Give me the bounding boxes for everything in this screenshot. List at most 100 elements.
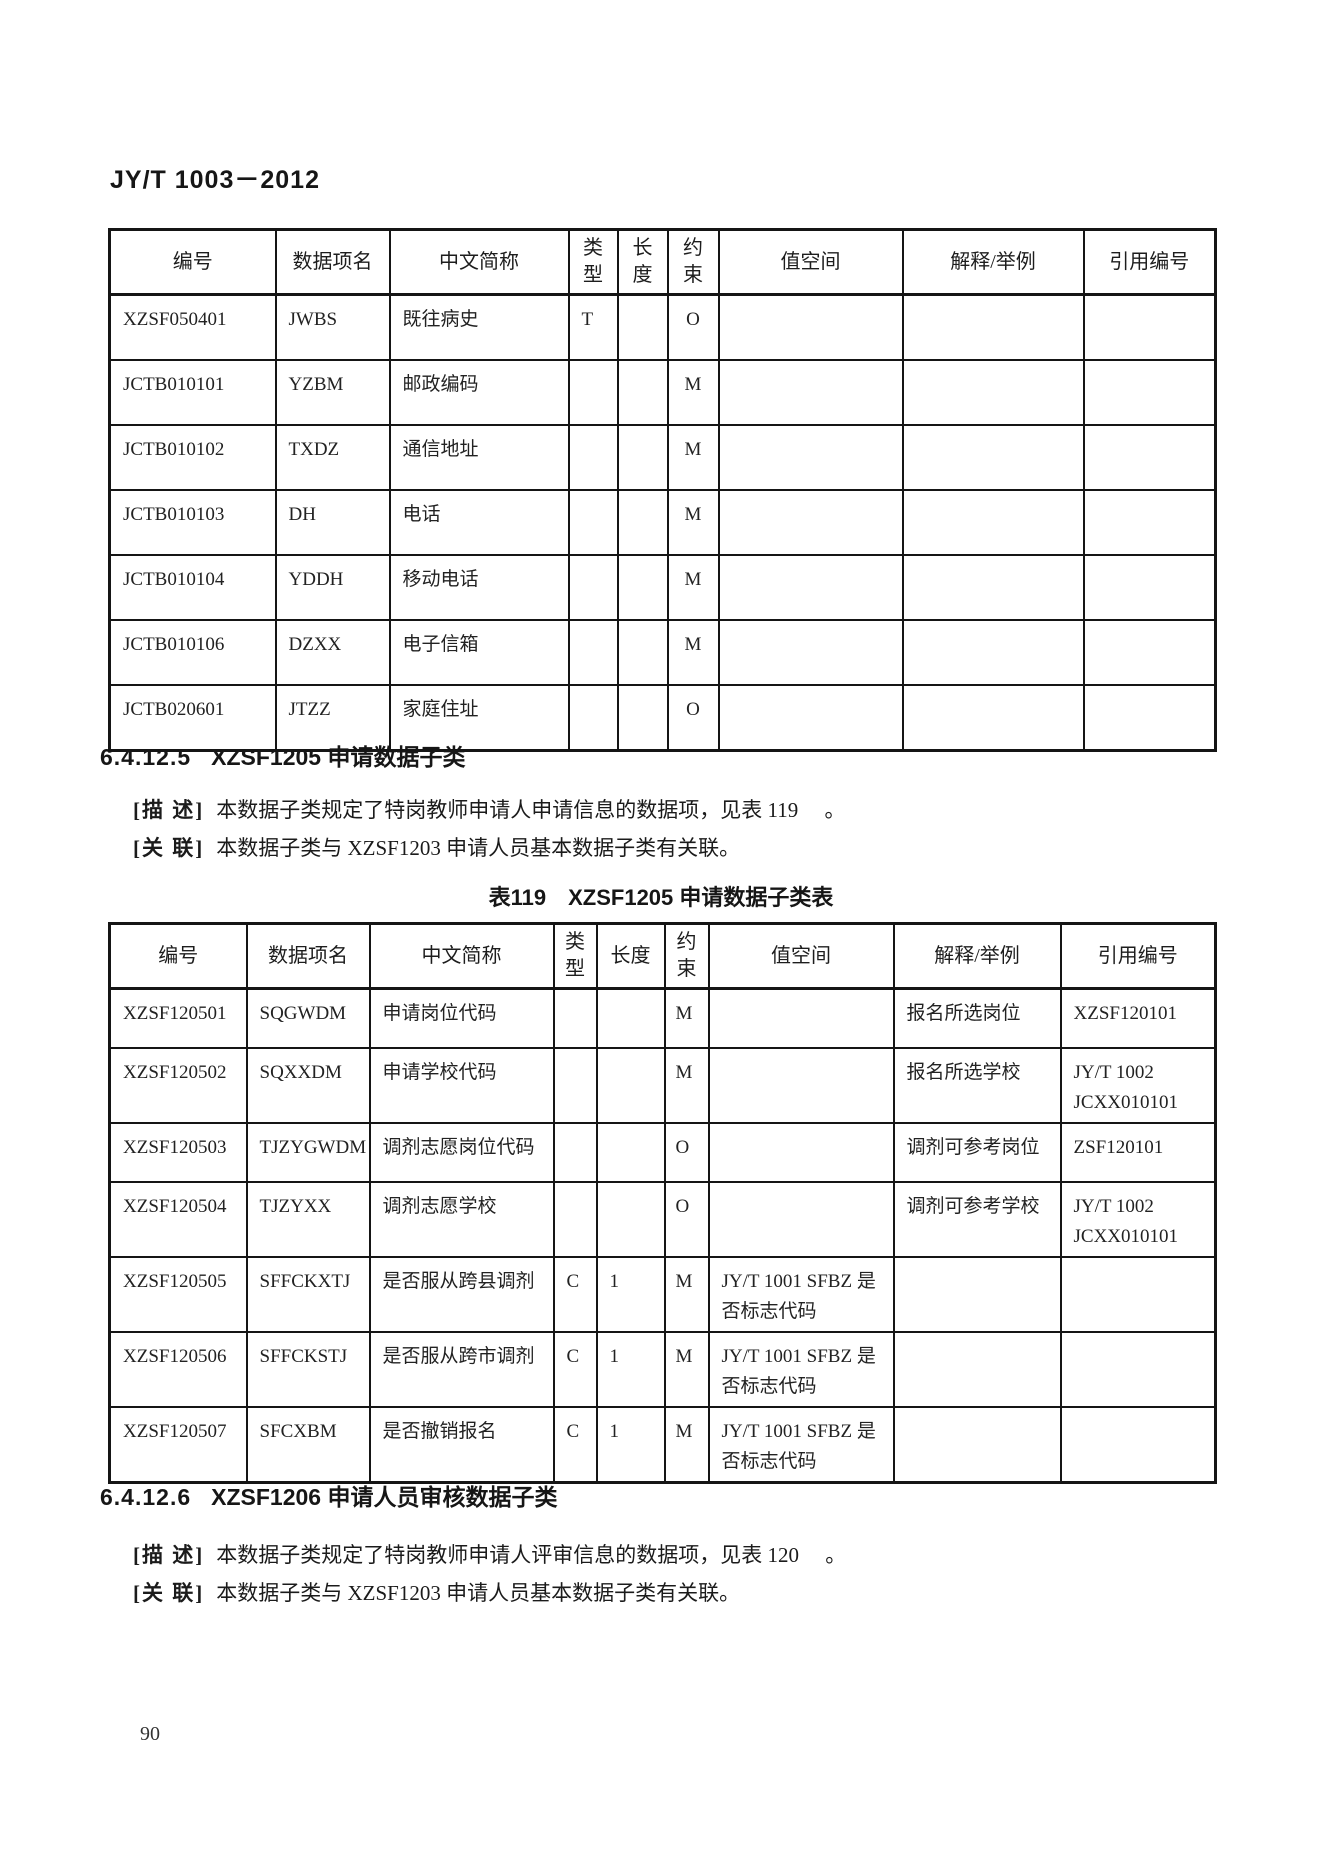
cell-explanation: 报名所选学校 <box>892 1047 1062 1124</box>
column-header-label: 解释/举例 <box>934 945 1020 967</box>
table-row: XZSF120501 SQGWDM 申请岗位代码 M 报名所选岗位 XZSF120101 <box>108 987 1217 1049</box>
column-header-label: 编号 <box>172 251 213 273</box>
description-text: 本数据子类规定了特岗教师申请人评审信息的数据项，见表 120 。 <box>216 1543 847 1567</box>
table-row: JCTB010102 TXDZ 通信地址 M <box>108 424 1217 491</box>
cell-reference-code <box>1059 1256 1217 1333</box>
cell-length: 1 <box>595 1256 666 1333</box>
cell-code: XZSF120505 <box>108 1256 248 1333</box>
section-title: XZSF1205 申请数据子类 <box>211 744 466 770</box>
relation-text: 本数据子类与 XZSF1203 申请人员基本数据子类有关联。 <box>216 836 741 860</box>
cell-code: XZSF050401 <box>108 293 277 361</box>
cell-reference-code <box>1082 684 1217 752</box>
column-header-label: 类型 <box>583 237 603 286</box>
column-header: 解释/举例 <box>901 228 1085 296</box>
column-header: 中文简称 <box>388 228 570 296</box>
cell-reference-code <box>1082 554 1217 621</box>
cell-type: C <box>552 1331 598 1408</box>
table2-body: XZSF120501 SQGWDM 申请岗位代码 M 报名所选岗位 XZSF120101 X… <box>108 987 1217 1484</box>
cell-value-space <box>717 684 904 752</box>
column-header-label: 长度 <box>610 945 651 967</box>
column-header: 类型 <box>552 922 598 990</box>
cell-code: JCTB010101 <box>108 359 277 426</box>
cell-constraint: M <box>663 1047 710 1124</box>
cell-chinese-name: 家庭住址 <box>388 684 570 752</box>
cell-reference-code <box>1082 359 1217 426</box>
cell-code: XZSF120507 <box>108 1406 248 1484</box>
cell-length <box>616 424 669 491</box>
column-header: 编号 <box>108 922 248 990</box>
description-paragraph: [描 述] 本数据子类规定了特岗教师申请人申请信息的数据项，见表 119 。 <box>133 795 1233 825</box>
cell-chinese-name: 移动电话 <box>388 554 570 621</box>
cell-value-space <box>717 424 904 491</box>
cell-length: 1 <box>595 1331 666 1408</box>
column-header: 长度 <box>616 228 669 296</box>
cell-data-item-name: SFFCKXTJ <box>245 1256 371 1333</box>
table-row: JCTB010104 YDDH 移动电话 M <box>108 554 1217 621</box>
cell-reference-code <box>1059 1331 1217 1408</box>
cell-data-item-name: TXDZ <box>274 424 391 491</box>
cell-code: XZSF120503 <box>108 1122 248 1183</box>
column-header: 值空间 <box>717 228 904 296</box>
cell-type <box>567 554 619 621</box>
cell-chinese-name: 邮政编码 <box>388 359 570 426</box>
table-row: XZSF120505 SFFCKXTJ 是否服从跨县调剂 C 1 M JY/T 1001 S… <box>108 1256 1217 1333</box>
cell-data-item-name: TJZYGWDM <box>245 1122 371 1183</box>
table-row: XZSF120502 SQXXDM 申请学校代码 M 报名所选学校 JY/T 1002 J… <box>108 1047 1217 1124</box>
cell-chinese-name: 通信地址 <box>388 424 570 491</box>
column-header: 编号 <box>108 228 277 296</box>
table-row: XZSF120506 SFFCKSTJ 是否服从跨市调剂 C 1 M JY/T 1001 S… <box>108 1331 1217 1408</box>
cell-type <box>567 489 619 556</box>
cell-type <box>567 359 619 426</box>
cell-length <box>595 987 666 1049</box>
table1-body: XZSF050401 JWBS 既往病史 T O JCTB010101 YZBM 邮政编码 M J… <box>108 293 1217 752</box>
cell-length <box>595 1047 666 1124</box>
column-header-label: 数据项名 <box>292 251 373 273</box>
column-header: 数据项名 <box>245 922 371 990</box>
cell-explanation <box>901 293 1085 361</box>
column-header-label: 中文简称 <box>421 945 502 967</box>
cell-reference-code <box>1082 619 1217 686</box>
cell-data-item-name: TJZYXX <box>245 1181 371 1258</box>
cell-chinese-name: 是否服从跨市调剂 <box>368 1331 555 1408</box>
table-119-caption: 表119 XZSF1205 申请数据子类表 <box>108 880 1214 912</box>
cell-explanation: 调剂可参考岗位 <box>892 1122 1062 1183</box>
cell-length <box>616 684 669 752</box>
section-number: 6.4.12.6 <box>100 1484 192 1510</box>
cell-constraint: O <box>663 1181 710 1258</box>
cell-explanation <box>901 359 1085 426</box>
cell-chinese-name: 是否服从跨县调剂 <box>368 1256 555 1333</box>
table-row: JCTB010106 DZXX 电子信箱 M <box>108 619 1217 686</box>
cell-code: XZSF120504 <box>108 1181 248 1258</box>
section-title: XZSF1206 申请人员审核数据子类 <box>211 1484 558 1510</box>
column-header-label: 约束 <box>683 237 703 286</box>
section-heading-6-4-12-6: 6.4.12.6 XZSF1206 申请人员审核数据子类 <box>100 1478 557 1512</box>
cell-type <box>552 1181 598 1258</box>
cell-length <box>616 554 669 621</box>
column-header-label: 引用编号 <box>1109 251 1190 273</box>
cell-chinese-name: 申请学校代码 <box>368 1047 555 1124</box>
description-paragraph: [描 述] 本数据子类规定了特岗教师申请人评审信息的数据项，见表 120 。 <box>133 1540 1233 1570</box>
column-header-label: 类型 <box>565 931 585 980</box>
column-header: 约束 <box>663 922 710 990</box>
cell-type: C <box>552 1256 598 1333</box>
column-header-label: 约束 <box>676 931 697 980</box>
cell-data-item-name: YZBM <box>274 359 391 426</box>
relation-label: [关 联] <box>133 836 205 860</box>
cell-chinese-name: 既往病史 <box>388 293 570 361</box>
cell-explanation <box>892 1256 1062 1333</box>
section-number: 6.4.12.5 <box>100 744 192 770</box>
cell-chinese-name: 电话 <box>388 489 570 556</box>
cell-length <box>595 1122 666 1183</box>
cell-code: JCTB010103 <box>108 489 277 556</box>
cell-length: 1 <box>595 1406 666 1484</box>
cell-type: T <box>567 293 619 361</box>
table-row: JCTB020601 JTZZ 家庭住址 O <box>108 684 1217 752</box>
cell-value-space <box>717 293 904 361</box>
data-items-table-continued: 编号 数据项名 中文简称 类型 长度 约束 值空间 解释/举例 引用编号 XZSF050401 J… <box>108 228 1217 752</box>
cell-type <box>567 684 619 752</box>
cell-explanation <box>901 554 1085 621</box>
table-row: JCTB010101 YZBM 邮政编码 M <box>108 359 1217 426</box>
cell-explanation <box>901 489 1085 556</box>
cell-type <box>552 1047 598 1124</box>
